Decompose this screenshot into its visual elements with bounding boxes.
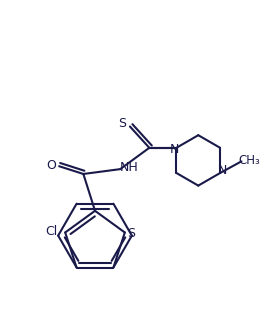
Text: S: S [128, 227, 136, 240]
Text: N: N [170, 143, 179, 156]
Text: Cl: Cl [46, 225, 58, 238]
Text: S: S [118, 117, 126, 130]
Text: N: N [217, 164, 227, 177]
Text: O: O [47, 159, 56, 172]
Text: CH₃: CH₃ [238, 154, 260, 167]
Text: NH: NH [120, 161, 138, 174]
